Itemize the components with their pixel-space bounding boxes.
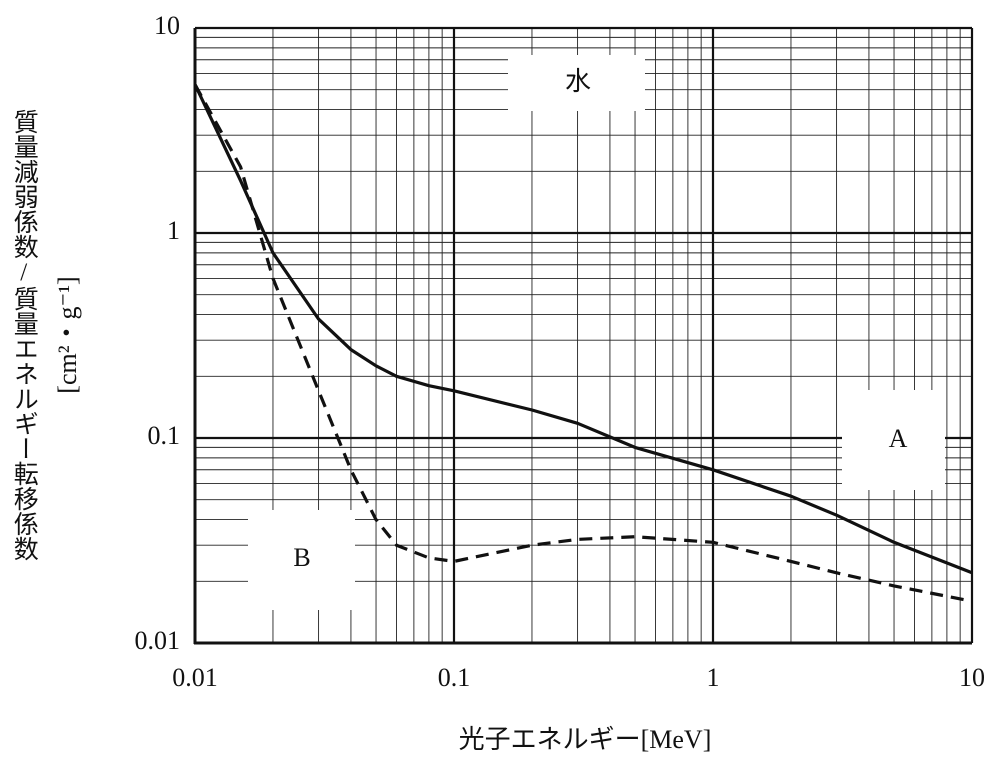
- y-tick-label: 0.1: [148, 421, 181, 450]
- x-tick-label: 0.01: [172, 663, 218, 692]
- label-boxes: [248, 55, 945, 610]
- annotation: 水: [565, 67, 591, 96]
- y-axis-unit: [cm²・g⁻¹]: [53, 276, 82, 393]
- x-tick-label: 1: [707, 663, 720, 692]
- annotation: B: [293, 543, 310, 572]
- y-tick-label: 0.01: [135, 626, 181, 655]
- x-axis-label: 光子エネルギー[MeV]: [459, 725, 712, 754]
- x-tick-label: 10: [959, 663, 985, 692]
- x-tick-label: 0.1: [438, 663, 471, 692]
- plot: [193, 28, 973, 645]
- y-axis-label: 質量減弱係数/質量エネルギー転移係数: [10, 109, 39, 561]
- y-tick-label: 1: [167, 216, 180, 245]
- y-tick-label: 10: [154, 11, 180, 40]
- line-series: [193, 83, 973, 575]
- annotation: A: [889, 424, 908, 453]
- label-box: [842, 390, 945, 490]
- label-box: [248, 510, 355, 610]
- label-box: [508, 55, 645, 111]
